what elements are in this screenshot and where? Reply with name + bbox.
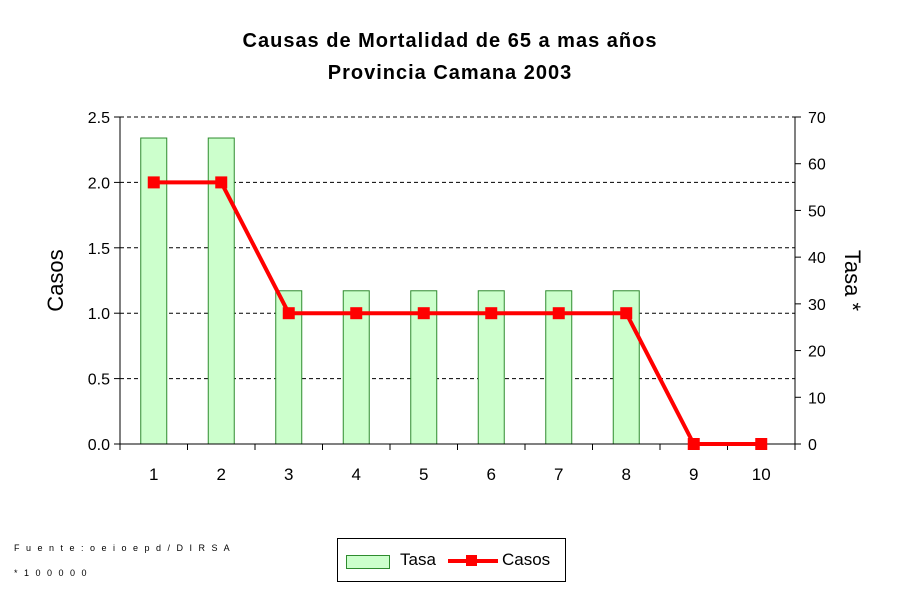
legend-marker-casos: [466, 555, 477, 566]
x-tick-label: 9: [689, 465, 698, 484]
point-casos: [417, 307, 430, 320]
legend-label-casos: Casos: [502, 550, 551, 569]
rate-footnote: * 1 0 0 0 0 0: [14, 568, 89, 578]
legend-swatch-tasa: [346, 555, 390, 569]
y-tick-label-left: 0.0: [88, 437, 110, 454]
y-tick-label-left: 1.0: [88, 306, 110, 323]
point-casos: [687, 438, 700, 450]
y-tick-label-right: 40: [808, 250, 826, 267]
source-footnote: F u e n t e : o e i o e p d / D I R S A: [14, 543, 232, 553]
y-tick-label-left: 1.5: [88, 241, 110, 258]
x-tick-label: 5: [419, 465, 428, 484]
point-casos: [552, 307, 565, 320]
point-casos: [485, 307, 498, 320]
y-tick-label-right: 70: [808, 110, 826, 127]
legend-label-tasa: Tasa: [400, 550, 436, 569]
point-casos: [755, 438, 768, 450]
x-tick-label: 6: [487, 465, 496, 484]
point-casos: [147, 176, 160, 189]
bar-tasa: [207, 137, 235, 445]
y-tick-label-right: 50: [808, 203, 826, 220]
x-tick-label: 2: [217, 465, 226, 484]
y-tick-label-left: 0.5: [88, 372, 110, 389]
point-casos: [350, 307, 363, 320]
y-tick-label-left: 2.5: [88, 110, 110, 127]
y-tick-label-right: 60: [808, 157, 826, 174]
point-casos: [282, 307, 295, 320]
line-casos: [153, 180, 762, 446]
x-tick-label: 10: [752, 465, 771, 484]
y-tick-label-right: 20: [808, 344, 826, 361]
chart-title: Causas de Mortalidad de 65 a mas años: [242, 30, 658, 52]
x-tick-label: 4: [352, 465, 361, 484]
y-tick-label-right: 0: [808, 437, 817, 454]
legend: Tasa Casos: [337, 538, 566, 582]
x-tick-label: 8: [622, 465, 631, 484]
x-tick-label: 3: [284, 465, 293, 484]
chart-subtitle: Provincia Camana 2003: [327, 62, 573, 84]
bar-tasa: [342, 290, 370, 445]
point-casos: [215, 176, 228, 189]
point-casos: [620, 307, 633, 320]
y-tick-label-right: 30: [808, 297, 826, 314]
y-axis-title-left: Casos: [43, 249, 68, 311]
y-tick-label-right: 10: [808, 390, 826, 407]
y-axis-title-right: Tasa *: [840, 250, 865, 312]
y-tick-label-left: 2.0: [88, 175, 110, 192]
x-tick-label: 1: [149, 465, 158, 484]
x-tick-label: 7: [554, 465, 563, 484]
